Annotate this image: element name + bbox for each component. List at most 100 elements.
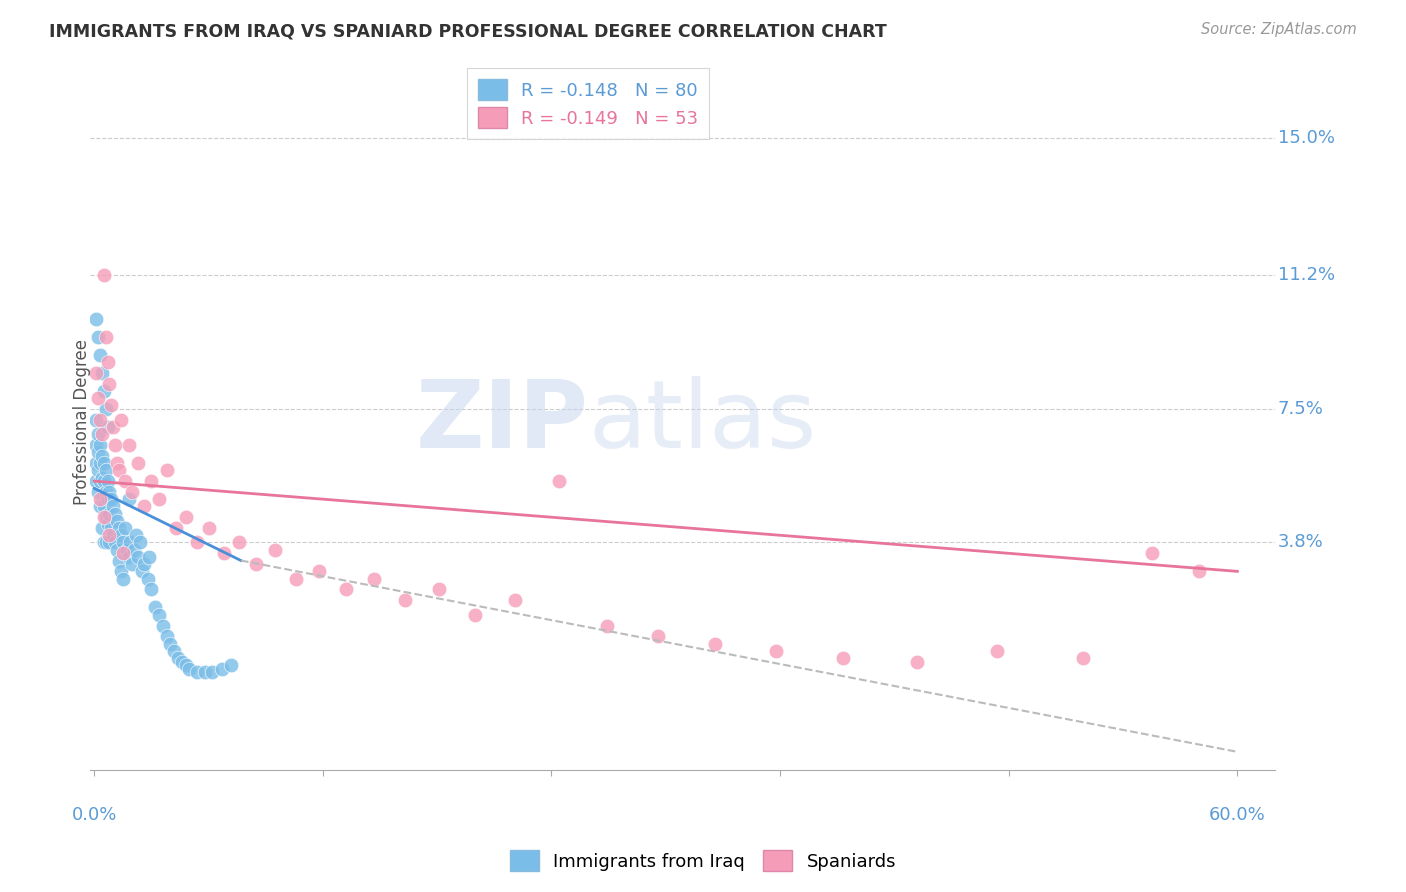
Legend: Immigrants from Iraq, Spaniards: Immigrants from Iraq, Spaniards [503,843,903,879]
Point [148,492,170,507]
Point [308,565,330,579]
Point [464,607,486,622]
Point [100,398,122,412]
Point [111,572,134,586]
Y-axis label: Professional Degree: Professional Degree [73,339,91,505]
Point [1140,546,1163,560]
Point [89,492,111,507]
Point [103,500,125,514]
Point [141,474,163,488]
Point [97,492,120,507]
Point [93,474,115,488]
Point [105,456,128,470]
Point [110,413,132,427]
Point [194,665,217,680]
Point [201,665,224,680]
Point [211,662,233,676]
Point [93,500,115,514]
Point [122,542,145,557]
Point [156,629,179,643]
Text: atlas: atlas [588,376,817,467]
Point [103,528,125,542]
Point [152,618,174,632]
Point [111,546,134,560]
Point [89,500,111,514]
Point [105,514,128,528]
Point [765,644,787,658]
Point [363,572,385,586]
Point [548,474,571,488]
Point [1071,651,1094,665]
Point [264,542,287,557]
Text: 15.0%: 15.0% [1278,129,1334,147]
Point [121,485,143,500]
Point [89,474,111,488]
Text: Source: ZipAtlas.com: Source: ZipAtlas.com [1201,22,1357,37]
Point [90,366,112,380]
Point [108,553,131,567]
Point [84,413,107,427]
Point [127,456,149,470]
Point [427,582,450,597]
Point [108,463,131,477]
Point [98,376,121,391]
Point [596,618,619,632]
Point [245,557,267,571]
Point [103,420,125,434]
Point [84,474,107,488]
Point [98,485,121,500]
Point [832,651,855,665]
Point [132,557,155,571]
Point [94,510,117,524]
Point [120,535,142,549]
Point [165,521,187,535]
Text: 3.8%: 3.8% [1278,533,1323,551]
Point [221,658,243,673]
Point [87,445,110,459]
Point [105,542,128,557]
Point [228,535,250,549]
Point [186,665,208,680]
Point [129,535,152,549]
Point [131,565,153,579]
Text: 60.0%: 60.0% [1209,806,1265,824]
Point [104,507,127,521]
Text: 0.0%: 0.0% [72,806,117,824]
Point [97,420,120,434]
Point [335,582,357,597]
Point [1188,565,1211,579]
Point [159,636,181,650]
Point [84,366,107,380]
Point [84,438,107,452]
Point [647,629,669,643]
Point [93,456,115,470]
Point [87,391,110,405]
Point [148,607,170,622]
Point [97,355,120,369]
Point [104,535,127,549]
Point [84,311,107,326]
Point [115,542,138,557]
Point [100,521,122,535]
Point [90,449,112,463]
Point [98,535,121,549]
Point [87,463,110,477]
Point [89,413,111,427]
Point [114,474,136,488]
Point [138,549,160,564]
Point [197,521,219,535]
Point [174,658,197,673]
Point [94,330,117,344]
Point [94,485,117,500]
Point [104,438,127,452]
Point [503,593,526,607]
Point [179,662,201,676]
Point [89,456,111,470]
Point [94,401,117,416]
Legend: R = -0.148   N = 80, R = -0.149   N = 53: R = -0.148 N = 80, R = -0.149 N = 53 [467,69,709,139]
Point [94,463,117,477]
Point [89,438,111,452]
Point [704,636,727,650]
Text: ZIP: ZIP [415,376,588,467]
Point [90,427,112,442]
